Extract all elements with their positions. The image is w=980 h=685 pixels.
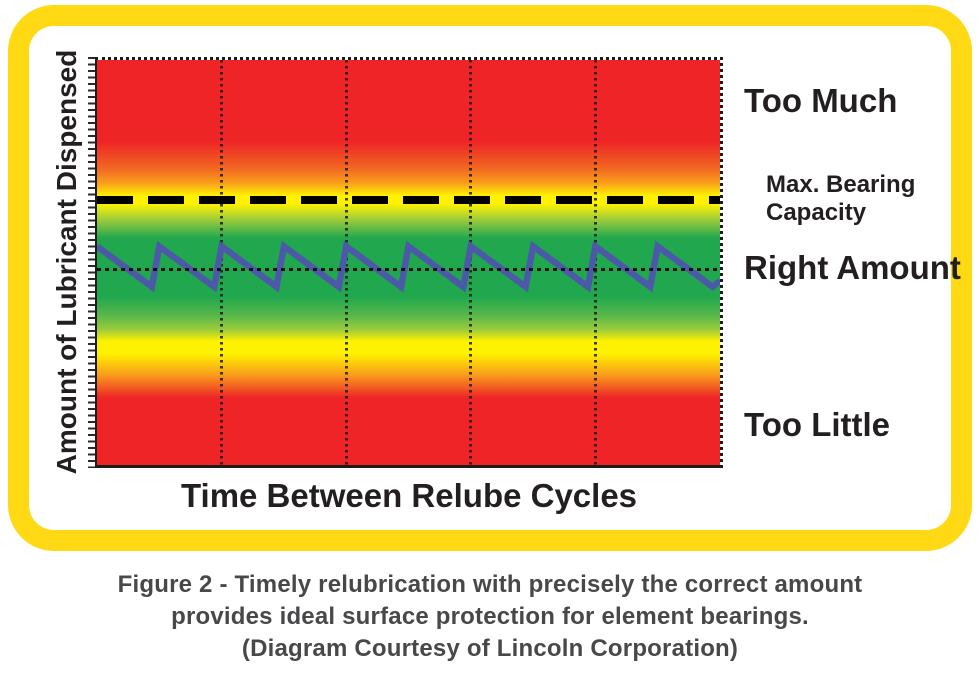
right-amount-dotted-line: [97, 268, 720, 272]
y-axis-tick-marks: [88, 57, 95, 468]
x-axis-label: Time Between Relube Cycles: [180, 477, 638, 514]
chart-plot: [95, 57, 723, 468]
label-too-much: Too Much: [744, 82, 898, 119]
max-bearing-line-1: Max. Bearing: [766, 171, 916, 198]
caption-line-2: provides ideal surface protection for el…: [171, 603, 809, 630]
y-axis-label: Amount of Lubricant Dispensed: [51, 49, 82, 475]
sawtooth-series: [97, 240, 720, 293]
label-max-bearing-capacity: Max. Bearing Capacity: [766, 171, 915, 227]
caption-line-1: Figure 2 - Timely relubrication with pre…: [117, 571, 863, 598]
max-bearing-line-2: Capacity: [766, 199, 867, 226]
label-too-little: Too Little: [744, 406, 891, 443]
label-right-amount: Right Amount: [744, 249, 961, 286]
caption-line-3: (Diagram Courtesy of Lincoln Corporation…: [241, 635, 739, 662]
max-bearing-capacity-dashed-line: [97, 195, 720, 204]
figure-caption: Figure 2 - Timely relubrication with pre…: [0, 569, 980, 665]
